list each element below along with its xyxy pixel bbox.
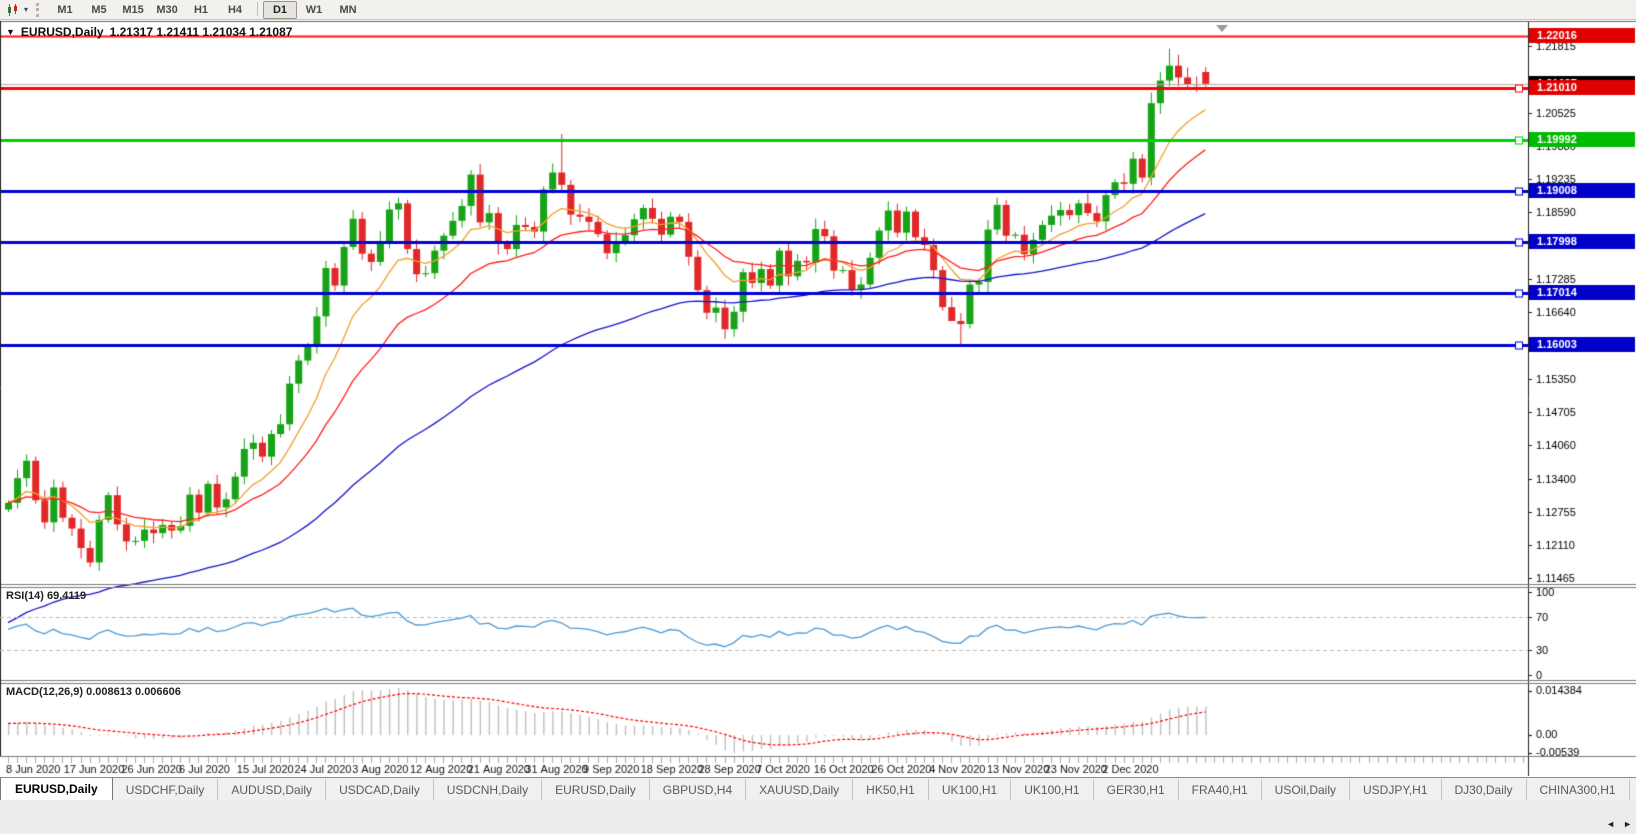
- chart-tab-4[interactable]: USDCNH,Daily: [432, 779, 541, 800]
- chart-tab-6[interactable]: GBPUSD,H4: [648, 779, 745, 800]
- chart-tab-10[interactable]: UK100,H1: [1010, 779, 1092, 800]
- chart-tab-13[interactable]: USOil,Daily: [1260, 779, 1349, 800]
- chart-tab-7[interactable]: XAUUSD,Daily: [745, 779, 852, 800]
- candlestick-glyph: [8, 3, 17, 16]
- chart-tab-0[interactable]: EURUSD,Daily: [0, 778, 113, 800]
- tab-scroll-right-icon[interactable]: ►: [1623, 819, 1632, 829]
- timeframe-button-w1[interactable]: W1: [305, 4, 323, 16]
- timeframe-button-h1[interactable]: H1: [193, 4, 209, 16]
- chart-title: ▼ EURUSD,Daily 1.21317 1.21411 1.21034 1…: [6, 25, 292, 39]
- timeframe-button-m15[interactable]: M15: [122, 4, 144, 16]
- timeframe-button-d1[interactable]: D1: [263, 1, 298, 19]
- chart-tab-14[interactable]: USDJPY,H1: [1349, 779, 1440, 800]
- rsi-indicator-label: RSI(14) 69.4119: [6, 590, 87, 602]
- chart-tab-12[interactable]: FRA40,H1: [1177, 779, 1261, 800]
- chart-type-dropdown-icon[interactable]: ▾: [24, 5, 29, 14]
- tab-scroll-arrows: ◄ ►: [1606, 818, 1632, 830]
- price-chart-canvas[interactable]: [0, 21, 1636, 777]
- timeframe-toolbar: ▾ M1 M5 M15 M30 H1 H4 D1 W1 MN: [0, 0, 1636, 20]
- timeframe-button-mn[interactable]: MN: [339, 4, 357, 16]
- chart-tab-17[interactable]: USOil,H: [1628, 779, 1636, 800]
- chart-tab-2[interactable]: AUDUSD,Daily: [217, 779, 325, 800]
- chart-tab-15[interactable]: DJ30,Daily: [1440, 779, 1526, 800]
- chart-tab-5[interactable]: EURUSD,Daily: [541, 779, 649, 800]
- chart-tab-16[interactable]: CHINA300,H1: [1525, 779, 1629, 800]
- chart-pane-group: ▼ EURUSD,Daily 1.21317 1.21411 1.21034 1…: [0, 21, 1636, 777]
- timeframe-button-h4[interactable]: H4: [227, 4, 243, 16]
- chart-tabbar: EURUSD,Daily USDCHF,Daily AUDUSD,Daily USDC…: [0, 777, 1636, 800]
- chart-tab-3[interactable]: USDCAD,Daily: [325, 779, 433, 800]
- chart-tabs: EURUSD,Daily USDCHF,Daily AUDUSD,Daily USDC…: [0, 778, 1636, 800]
- chart-ohlc-values: 1.21317 1.21411 1.21034 1.21087: [109, 25, 293, 39]
- chart-tab-11[interactable]: GER30,H1: [1092, 779, 1178, 800]
- chart-tab-9[interactable]: UK100,H1: [927, 779, 1010, 800]
- timeframe-buttons: M1 M5 M15 M30 H1 H4 D1 W1 MN: [48, 0, 365, 19]
- symbol-dropdown-icon[interactable]: ▼: [6, 27, 15, 37]
- tab-scroll-left-icon[interactable]: ◄: [1606, 819, 1616, 829]
- timeframe-button-m5[interactable]: M5: [91, 4, 107, 16]
- timeframe-button-m30[interactable]: M30: [156, 4, 178, 16]
- timeframe-button-m1[interactable]: M1: [57, 4, 73, 16]
- chart-type-icon[interactable]: [4, 2, 22, 18]
- toolbar-drag-grip[interactable]: [36, 2, 40, 17]
- toolbar-separator: [257, 1, 259, 16]
- chart-symbol-label: EURUSD,Daily: [20, 25, 104, 39]
- chart-tab-1[interactable]: USDCHF,Daily: [125, 783, 205, 797]
- chart-tab-8[interactable]: HK50,H1: [852, 779, 928, 800]
- macd-indicator-label: MACD(12,26,9) 0.008613 0.006606: [6, 686, 181, 698]
